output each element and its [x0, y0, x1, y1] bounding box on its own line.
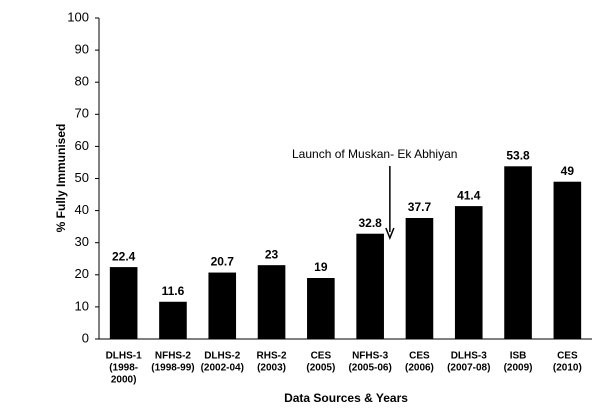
data-label: 32.8	[358, 216, 382, 230]
y-tick-label: 50	[75, 170, 89, 185]
x-tick-label: ISB	[510, 351, 527, 362]
y-tick-label: 80	[75, 74, 89, 89]
y-tick-label: 20	[75, 266, 89, 281]
data-label: 49	[561, 164, 575, 178]
x-tick-label: (2003)	[257, 363, 286, 374]
data-label: 53.8	[506, 148, 530, 162]
data-label: 37.7	[408, 200, 432, 214]
bar	[405, 217, 434, 339]
bar	[356, 233, 384, 339]
x-tick-label: (2002-04)	[201, 363, 244, 374]
y-tick-label: 30	[75, 234, 89, 249]
x-tick-label: DLHS-1	[106, 351, 143, 362]
bar	[208, 272, 237, 339]
data-label: 20.7	[211, 255, 235, 269]
y-tick-label: 100	[67, 9, 89, 24]
x-tick-label: NFHS-3	[352, 351, 389, 362]
annotation: Launch of Muskan- Ek Abhiyan	[292, 147, 457, 161]
x-tick-label: DLHS-2	[204, 351, 241, 362]
bar	[257, 265, 286, 339]
y-tick-label: 90	[75, 42, 89, 57]
x-tick-label: (2005)	[306, 363, 335, 374]
x-tick-label: DLHS-3	[451, 351, 488, 362]
x-tick-label: RHS-2	[257, 351, 287, 362]
x-axis-label: Data Sources & Years	[284, 391, 408, 405]
y-tick-label: 10	[75, 298, 89, 313]
bar	[109, 267, 138, 339]
data-label: 19	[314, 260, 328, 274]
data-label: 41.4	[457, 188, 481, 202]
y-axis-label: % Fully Immunised	[54, 124, 68, 233]
x-tick-label: (2005-06)	[348, 363, 391, 374]
x-tick-label: (1998-	[109, 363, 138, 374]
x-tick-label: (2009)	[504, 363, 533, 374]
y-tick-label: 0	[82, 330, 89, 345]
y-tick-label: 60	[75, 138, 89, 153]
x-tick-label: CES	[409, 351, 430, 362]
bar	[454, 206, 483, 339]
x-tick-label: (1998-99)	[151, 363, 194, 374]
data-label: 11.6	[162, 284, 185, 298]
x-tick-label: (2007-08)	[447, 363, 490, 374]
y-tick-label: 40	[75, 202, 89, 217]
x-tick-label: (2006)	[405, 363, 434, 374]
bar	[504, 166, 532, 339]
bar	[307, 278, 335, 339]
x-tick-label: CES	[557, 351, 578, 362]
bar	[553, 181, 582, 339]
y-tick-label: 70	[75, 106, 89, 121]
x-tick-label: 2000)	[111, 375, 137, 386]
x-tick-label: CES	[311, 351, 332, 362]
data-label: 23	[265, 247, 279, 261]
bar	[159, 301, 187, 339]
x-tick-label: (2010)	[553, 363, 582, 374]
data-label: 22.4	[112, 249, 136, 263]
annotation-arrowhead	[385, 227, 395, 241]
x-tick-label: NFHS-2	[155, 351, 192, 362]
